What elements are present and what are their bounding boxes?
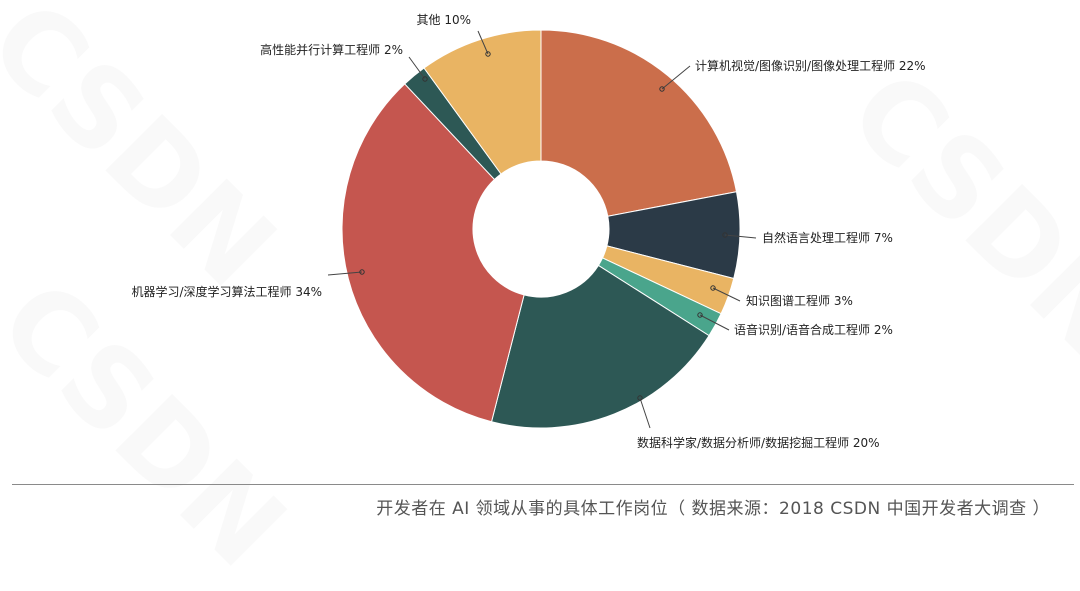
donut-chart: 计算机视觉/图像识别/图像处理工程师 22% 自然语言处理工程师 7% 知识图谱工程… — [131, 13, 926, 450]
leader-dot-other — [485, 51, 491, 57]
leader-line-other — [477, 30, 489, 55]
leader-dot-cv — [659, 86, 665, 92]
leader-line-speech — [699, 314, 730, 331]
leader-dot-speech — [697, 312, 703, 318]
leader-line-kg — [712, 287, 741, 302]
slice-label-kg: 知识图谱工程师 3% — [746, 293, 853, 308]
leader-line-cv — [661, 65, 691, 90]
leader-line-nlp — [724, 234, 757, 239]
leader-dot-kg — [710, 285, 716, 291]
slice-other — [423, 29, 542, 175]
leader-line-hpc — [408, 56, 426, 80]
leader-dot-nlp — [722, 232, 728, 238]
slice-ml — [341, 83, 525, 423]
slice-ds — [490, 264, 710, 429]
slice-label-ds: 数据科学家/数据分析师/数据挖掘工程师 20% — [637, 435, 880, 450]
chart-caption: 开发者在 AI 领域从事的具体工作岗位（ 数据来源：2018 CSDN 中国开发… — [376, 499, 1050, 519]
slice-label-other: 其他 10% — [417, 13, 472, 27]
leader-line-ds — [639, 397, 651, 429]
slice-label-nlp: 自然语言处理工程师 7% — [762, 230, 893, 245]
leader-dot-ds — [637, 395, 643, 401]
caption-divider — [12, 484, 1074, 485]
leader-dot-hpc — [422, 76, 428, 82]
leader-dot-ml — [359, 269, 365, 275]
slice-cv — [540, 29, 738, 217]
leader-line-ml — [327, 271, 363, 276]
slice-label-cv: 计算机视觉/图像识别/图像处理工程师 22% — [695, 58, 926, 73]
slice-label-ml: 机器学习/深度学习算法工程师 34% — [131, 284, 322, 299]
slice-label-speech: 语音识别/语音合成工程师 2% — [734, 322, 893, 337]
slice-label-hpc: 高性能并行计算工程师 2% — [260, 42, 403, 57]
